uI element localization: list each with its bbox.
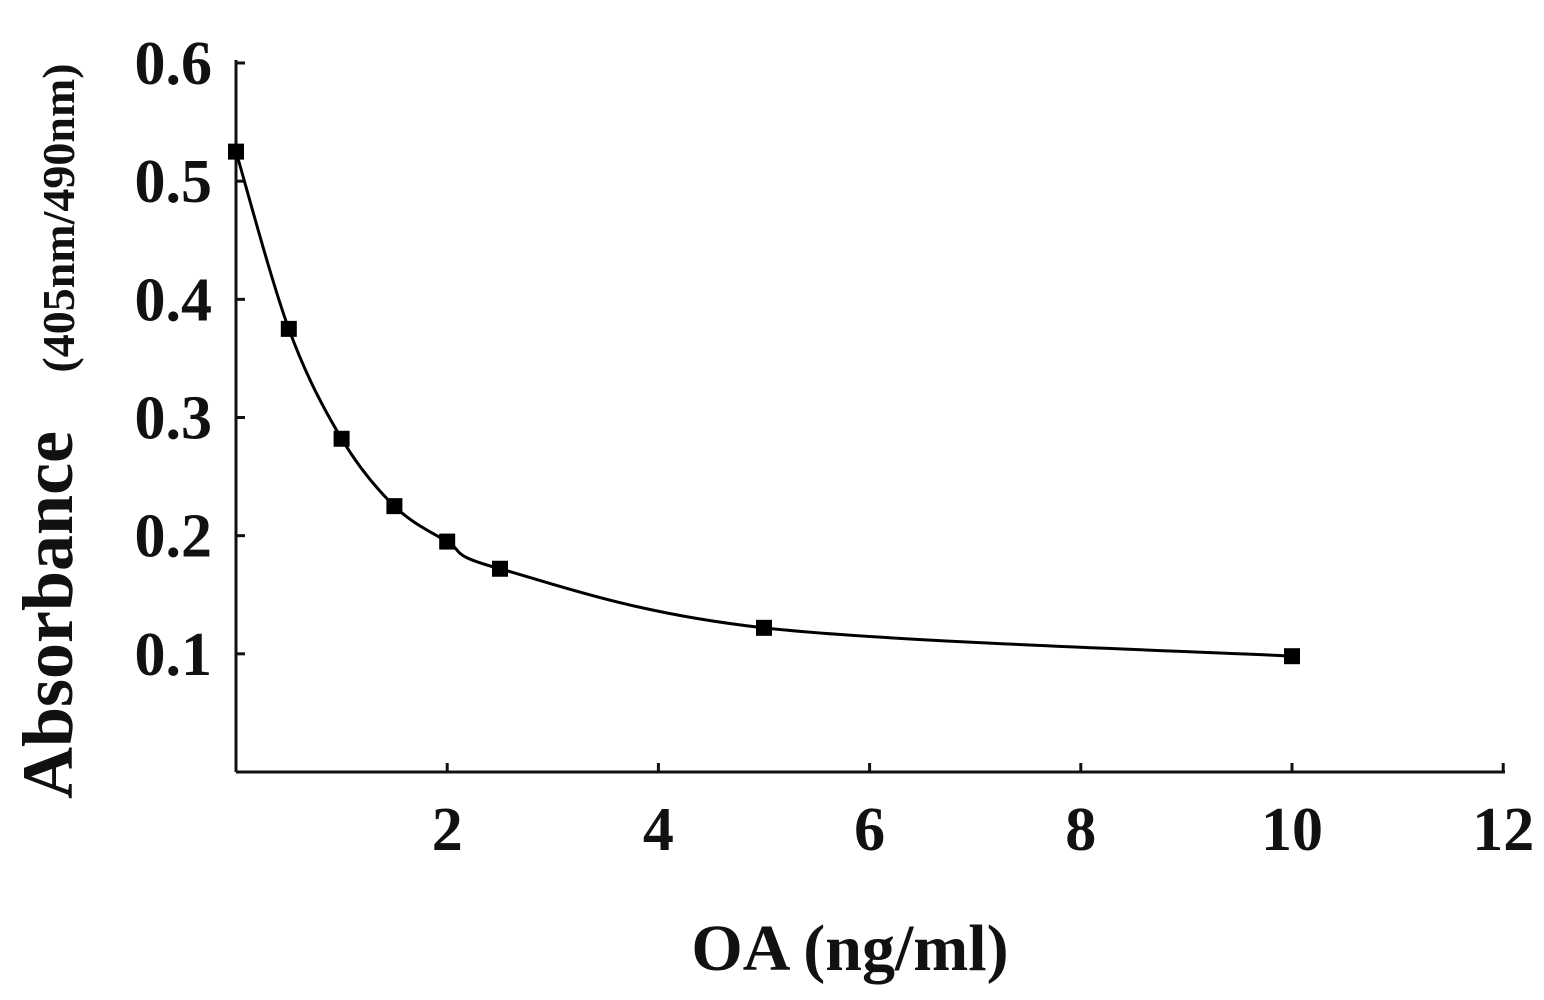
y-tick-label: 0.4 [135,266,213,334]
x-tick-label: 10 [1261,796,1323,864]
y-tick-label: 0.2 [135,503,213,571]
y-axis-title-group: Absorbance [8,431,88,799]
y-axis-unit: (405nm/490nm) [33,63,84,372]
data-point [439,533,456,550]
data-point [333,430,350,447]
data-point [386,498,403,515]
x-axis-title: OA (ng/ml) [691,912,1008,985]
x-tick-label: 12 [1472,796,1534,864]
y-ticks: 0.1 0.2 0.3 0.4 0.5 0.6 [135,30,245,689]
x-ticks: 2 4 6 8 10 12 [432,763,1534,864]
x-tick-label: 8 [1065,796,1096,864]
data-point [492,560,508,577]
y-tick-label: 0.1 [135,621,213,689]
y-tick-label: 0.6 [135,30,213,98]
x-tick-label: 6 [854,796,885,864]
y-tick-label: 0.5 [135,148,213,216]
y-axis-title: Absorbance [8,431,88,799]
data-point [228,143,244,160]
y-tick-label: 0.3 [135,385,213,453]
data-markers [228,143,1300,665]
data-point [756,619,772,636]
data-point [280,320,297,337]
x-tick-label: 4 [643,796,674,864]
series-line [234,151,1293,658]
data-point [1284,648,1300,665]
plot-area: 0.1 0.2 0.3 0.4 0.5 0.6 2 4 6 8 10 12 [135,30,1535,864]
y-axis-unit-group: (405nm/490nm) [33,63,84,372]
x-tick-label: 2 [432,796,463,864]
